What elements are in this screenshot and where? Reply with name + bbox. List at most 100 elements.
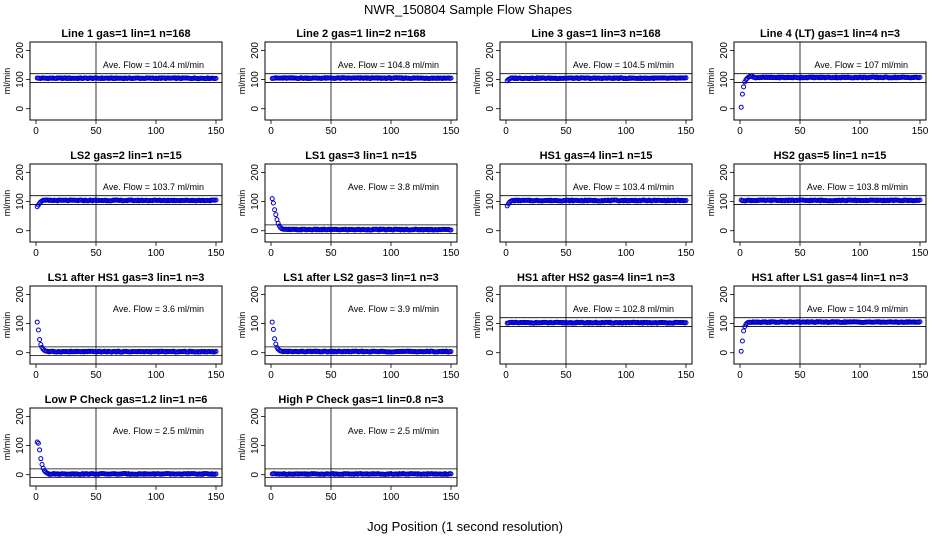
average-flow-annotation: Ave. Flow = 103.7 ml/min — [103, 182, 204, 192]
x-tick-label: 150 — [678, 248, 695, 259]
y-tick-label: 200 — [15, 286, 26, 303]
x-tick-label: 100 — [618, 126, 635, 137]
panel-title: Low P Check gas=1.2 lin=1 n=6 — [45, 394, 208, 406]
average-flow-annotation: Ave. Flow = 107 ml/min — [814, 60, 908, 70]
x-tick-label: 100 — [618, 248, 635, 259]
panel-13: Low P Check gas=1.2 lin=1 n=6 0 50 100 150 0 1… — [2, 394, 225, 503]
y-axis-label: ml/min — [706, 68, 716, 95]
x-tick-label: 50 — [325, 370, 337, 381]
panel-7: HS1 gas=4 lin=1 n=15 0 50 100 150 0 100 200ml/m… — [472, 150, 695, 259]
y-tick-label: 0 — [719, 227, 730, 233]
y-tick-label: 0 — [15, 471, 26, 477]
panel-title: Line 4 (LT) gas=1 lin=4 n=3 — [760, 28, 900, 40]
y-axis-label: ml/min — [472, 190, 482, 217]
data-point — [448, 75, 454, 81]
x-tick-label: 0 — [503, 370, 509, 381]
average-flow-annotation: Ave. Flow = 104.9 ml/min — [807, 304, 908, 314]
panel-title: HS1 gas=4 lin=1 n=15 — [540, 150, 653, 162]
x-tick-label: 100 — [852, 370, 869, 381]
x-tick-label: 100 — [383, 126, 400, 137]
y-tick-label: 200 — [250, 42, 261, 59]
average-flow-annotation: Ave. Flow = 103.8 ml/min — [807, 182, 908, 192]
x-tick-label: 150 — [208, 126, 225, 137]
x-tick-label: 0 — [268, 248, 274, 259]
x-tick-label: 100 — [383, 370, 400, 381]
y-tick-label: 0 — [250, 471, 261, 477]
panel-4: Line 4 (LT) gas=1 lin=4 n=3 0 50 100 150 0 100… — [706, 28, 929, 137]
average-flow-annotation: Ave. Flow = 3.8 ml/min — [348, 182, 439, 192]
panel-title: Line 2 gas=1 lin=2 n=168 — [296, 28, 425, 40]
x-tick-label: 50 — [794, 370, 806, 381]
data-point — [275, 220, 281, 226]
data-point — [269, 319, 275, 325]
y-axis-label: ml/min — [237, 190, 247, 217]
panel-title: HS2 gas=5 lin=1 n=15 — [774, 150, 887, 162]
x-tick-label: 0 — [268, 126, 274, 137]
y-axis-label: ml/min — [2, 312, 12, 339]
y-tick-label: 100 — [719, 193, 730, 210]
x-tick-label: 50 — [90, 126, 102, 137]
x-tick-label: 50 — [560, 248, 572, 259]
panel-title: LS1 after HS1 gas=3 lin=1 n=3 — [48, 272, 205, 284]
data-point — [683, 197, 689, 203]
data-point — [269, 196, 275, 202]
panel-2: Line 2 gas=1 lin=2 n=168 0 50 100 150 0 100 200… — [237, 28, 460, 137]
x-tick-label: 100 — [148, 248, 165, 259]
panel-8: HS2 gas=5 lin=1 n=15 0 50 100 150 0 100 200ml/m… — [706, 150, 929, 259]
y-tick-label: 200 — [250, 408, 261, 425]
panel-6: LS1 gas=3 lin=1 n=15 0 50 100 150 0 100 200ml/m… — [237, 150, 460, 259]
x-tick-label: 0 — [737, 248, 743, 259]
y-tick-label: 100 — [15, 71, 26, 88]
panel-grid: Line 1 gas=1 lin=1 n=168 0 50 100 150 0 100 200… — [2, 28, 929, 503]
plot-frame — [499, 163, 693, 243]
panel-title: High P Check gas=1 lin=0.8 n=3 — [278, 394, 443, 406]
plot-frame — [29, 285, 223, 365]
y-tick-label: 200 — [485, 42, 496, 59]
x-tick-label: 0 — [737, 370, 743, 381]
y-tick-label: 0 — [15, 349, 26, 355]
y-axis-label: ml/min — [706, 312, 716, 339]
y-axis-label: ml/min — [2, 190, 12, 217]
data-point — [917, 74, 923, 80]
data-point — [741, 84, 747, 90]
y-tick-label: 100 — [719, 315, 730, 332]
data-point — [37, 337, 43, 343]
average-flow-annotation: Ave. Flow = 2.5 ml/min — [113, 426, 204, 436]
x-tick-label: 50 — [794, 126, 806, 137]
plot-frame — [733, 285, 927, 365]
data-point — [683, 75, 689, 81]
x-tick-label: 100 — [852, 126, 869, 137]
plot-frame — [733, 41, 927, 121]
x-tick-label: 50 — [560, 370, 572, 381]
average-flow-annotation: Ave. Flow = 2.5 ml/min — [348, 426, 439, 436]
y-axis-label: ml/min — [2, 68, 12, 95]
data-point — [213, 75, 219, 81]
x-tick-label: 100 — [618, 370, 635, 381]
panel-title: HS1 after HS2 gas=4 lin=1 n=3 — [517, 272, 675, 284]
data-point — [35, 327, 41, 333]
y-tick-label: 200 — [15, 164, 26, 181]
data-point — [683, 320, 689, 326]
panel-12: HS1 after LS1 gas=4 lin=1 n=3 0 50 100 150 0 1… — [706, 272, 929, 381]
plot-frame — [499, 41, 693, 121]
x-tick-label: 150 — [678, 370, 695, 381]
panel-title: LS1 after LS2 gas=3 lin=1 n=3 — [283, 272, 439, 284]
y-tick-label: 0 — [250, 105, 261, 111]
x-tick-label: 50 — [90, 370, 102, 381]
panel-9: LS1 after HS1 gas=3 lin=1 n=3 0 50 100 150 0 1… — [2, 272, 225, 381]
y-tick-label: 200 — [250, 164, 261, 181]
x-tick-label: 0 — [503, 126, 509, 137]
y-tick-label: 200 — [15, 408, 26, 425]
data-point — [272, 336, 278, 342]
y-tick-label: 0 — [250, 227, 261, 233]
panel-title: Line 1 gas=1 lin=1 n=168 — [61, 28, 190, 40]
panel-10: LS1 after LS2 gas=3 lin=1 n=3 0 50 100 150 0 1… — [237, 272, 460, 381]
data-point — [37, 447, 43, 453]
plot-frame — [733, 163, 927, 243]
y-tick-label: 0 — [250, 349, 261, 355]
x-tick-label: 100 — [148, 370, 165, 381]
average-flow-annotation: Ave. Flow = 102.8 ml/min — [573, 304, 674, 314]
data-point — [35, 440, 41, 446]
x-tick-label: 100 — [148, 492, 165, 503]
